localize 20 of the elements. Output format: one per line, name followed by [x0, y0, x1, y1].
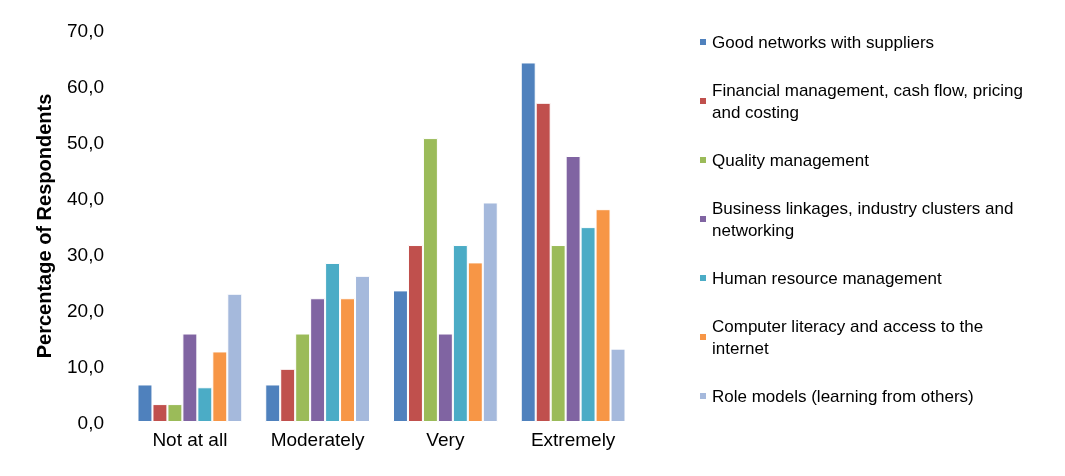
y-axis-title: Percentage of Respondents [33, 93, 55, 359]
y-tick-label: 40,0 [67, 187, 104, 209]
x-tick-label: Extremely [530, 429, 616, 450]
x-tick-label: Moderately [270, 429, 366, 450]
y-tick-label: 50,0 [67, 131, 104, 153]
legend-label: Role models (learning from others) [712, 386, 974, 406]
y-tick-label: 30,0 [67, 243, 104, 265]
y-tick-label: 0,0 [77, 411, 104, 433]
y-tick-label: 70,0 [67, 19, 104, 41]
legend-label: Business linkages, industry clusters and networking [712, 198, 1019, 240]
y-tick-label: 20,0 [67, 299, 104, 321]
legend-label: Financial management, cash flow, pricing and costing [712, 80, 1028, 122]
y-tick-label: 10,0 [67, 355, 104, 377]
x-tick-label: Very [426, 429, 465, 450]
legend-label: Human resource management [712, 268, 942, 288]
legend-label: Computer literacy and access to the internet [712, 316, 988, 358]
y-tick-label: 60,0 [67, 75, 104, 97]
legend-label: Good networks with suppliers [712, 32, 935, 52]
x-tick-label: Not at all [152, 429, 228, 450]
legend-label: Quality management [712, 150, 870, 170]
